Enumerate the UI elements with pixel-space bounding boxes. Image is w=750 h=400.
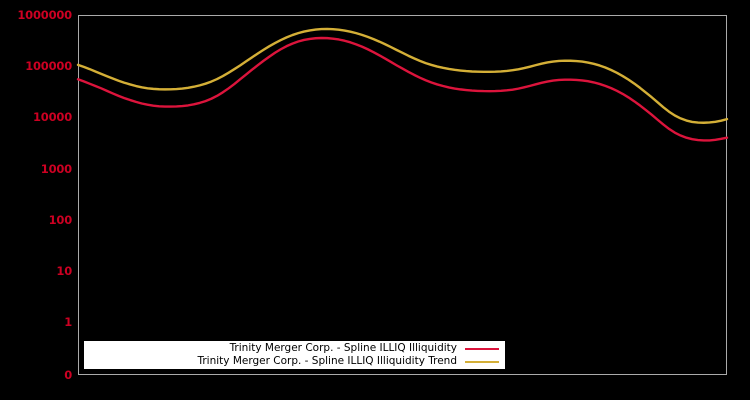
legend-item-label: Trinity Merger Corp. - Spline ILLIQ Illi… [197,355,457,367]
y-axis-tick-label: 0 [64,368,72,382]
legend-item: Trinity Merger Corp. - Spline ILLIQ Illi… [84,342,501,355]
legend-item: Trinity Merger Corp. - Spline ILLIQ Illi… [84,355,501,368]
legend-item-label: Trinity Merger Corp. - Spline ILLIQ Illi… [229,342,457,354]
y-axis-tick-labels: 1000000 100000 10000 1000 100 10 1 0 [0,0,72,400]
y-axis-tick-label: 100 [48,213,73,227]
y-axis-tick-label: 1 [64,315,72,329]
y-axis-tick-label: 10 [56,264,72,278]
series-layer [76,27,729,142]
y-axis-tick-label: 1000000 [17,8,72,22]
legend-color-swatch [465,347,499,350]
y-axis-tick-label: 100000 [25,59,72,73]
chart-legend: Trinity Merger Corp. - Spline ILLIQ Illi… [84,341,505,369]
chart-series-line [76,27,729,124]
legend-color-swatch [465,360,499,363]
y-axis-tick-label: 1000 [40,162,72,176]
plot-frame [78,15,727,375]
y-axis-tick-label: 10000 [32,110,72,124]
chart-series-line [76,36,729,142]
